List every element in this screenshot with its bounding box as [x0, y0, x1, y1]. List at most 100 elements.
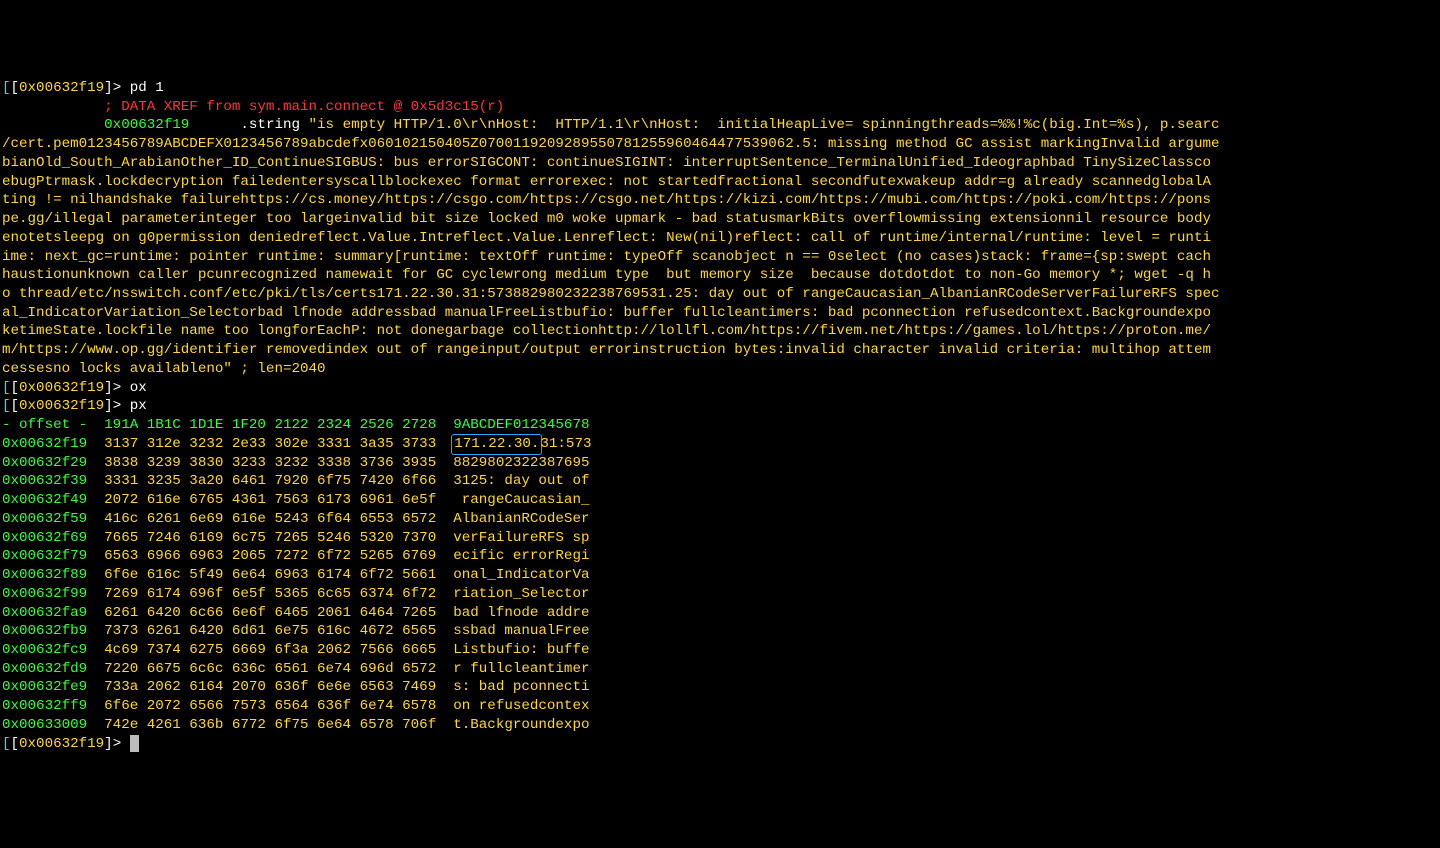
pd-string-text: pe.gg/illegal parameterinteger too large…	[2, 211, 1211, 227]
hex-bytes: 6563 6966 6963 2065 7272 6f72 5265 6769	[87, 548, 436, 564]
hex-bytes: 416c 6261 6e69 616e 5243 6f64 6553 6572	[87, 511, 436, 527]
ip-highlight: 171.22.30.	[451, 434, 542, 455]
hex-offset: 0x00633009	[2, 717, 87, 733]
hex-offset: 0x00632f69	[2, 530, 87, 546]
bracket-close-inner: ]	[104, 398, 113, 414]
bracket-open: [	[2, 380, 11, 396]
pd-addr: 0x00632f19	[104, 117, 189, 133]
xref-comment: ; DATA XREF from sym.main.connect @ 0x5d…	[104, 99, 504, 115]
hex-col-header: 191A 1B1C 1D1E 1F20 2122 2324 2526 2728	[87, 417, 436, 433]
hex-bytes: 7220 6675 6c6c 636c 6561 6e74 696d 6572	[87, 661, 436, 677]
hex-bytes: 2072 616e 6765 4361 7563 6173 6961 6e5f	[87, 492, 436, 508]
hex-ascii: s: bad pconnecti	[436, 679, 589, 695]
hex-row: 0x00632f29 3838 3239 3830 3233 3232 3338…	[2, 454, 1440, 473]
pd-string-text: /cert.pem0123456789ABCDEFX0123456789abcd…	[2, 136, 1220, 152]
hex-ascii-header-right: 345678	[538, 417, 589, 433]
pd-string-cont: haustionunknown caller pcunrecognized na…	[2, 266, 1440, 285]
hex-ascii: on refusedcontex	[436, 698, 589, 714]
hex-ascii: verFailureRFS sp	[436, 530, 589, 546]
hex-row: 0x00633009 742e 4261 636b 6772 6f75 6e64…	[2, 716, 1440, 735]
hex-row: 0x00632f49 2072 616e 6765 4361 7563 6173…	[2, 491, 1440, 510]
terminal-output: [[0x00632f19]> pd 1 ; DATA XREF from sym…	[2, 79, 1440, 753]
hex-bytes: 7373 6261 6420 6d61 6e75 616c 4672 6565	[87, 623, 436, 639]
hex-bytes: 6f6e 616c 5f49 6e64 6963 6174 6f72 5661	[87, 567, 436, 583]
cmd-px[interactable]: px	[130, 398, 147, 414]
prompt-line: [[0x00632f19]> ox	[2, 379, 1440, 398]
pd-string-cont: o thread/etc/nsswitch.conf/etc/pki/tls/c…	[2, 285, 1440, 304]
bracket-open-inner: [	[11, 398, 20, 414]
hex-row: 0x00632f39 3331 3235 3a20 6461 7920 6f75…	[2, 472, 1440, 491]
pd-string-text: ebugPtrmask.lockdecryption failedentersy…	[2, 174, 1211, 190]
hex-bytes: 733a 2062 6164 2070 636f 6e6e 6563 7469	[87, 679, 436, 695]
hex-ascii: ssbad manualFree	[436, 623, 589, 639]
cursor[interactable]	[130, 735, 139, 752]
hex-ascii: ecific errorRegi	[436, 548, 589, 564]
hex-ascii: AlbanianRCodeSer	[436, 511, 589, 527]
prompt-addr: 0x00632f19	[19, 736, 104, 752]
pd-string-text: enotetsleepg on g0permission deniedrefle…	[2, 230, 1211, 246]
hex-offset: 0x00632f49	[2, 492, 87, 508]
hex-row: 0x00632f19 3137 312e 3232 2e33 302e 3331…	[2, 435, 1440, 454]
pd-string-cont: al_IndicatorVariation_Selectorbad lfnode…	[2, 304, 1440, 323]
pd-string-text: haustionunknown caller pcunrecognized na…	[2, 267, 1211, 283]
pd-string-text: ime: next_gc=runtime: pointer runtime: s…	[2, 249, 1211, 265]
hex-offset: 0x00632f59	[2, 511, 87, 527]
hex-row: 0x00632fb9 7373 6261 6420 6d61 6e75 616c…	[2, 622, 1440, 641]
gap	[189, 117, 240, 133]
pd-string-text: o thread/etc/nsswitch.conf/etc/pki/tls/c…	[2, 286, 1220, 302]
pd-string-text: ting != nilhandshake failurehttps://cs.m…	[2, 192, 1211, 208]
hex-offset: 0x00632f29	[2, 455, 87, 471]
bracket-close-inner: ]	[104, 380, 113, 396]
hex-row: 0x00632fe9 733a 2062 6164 2070 636f 6e6e…	[2, 678, 1440, 697]
pd-string-text: ketimeState.lockfile name too longforEac…	[2, 323, 1211, 339]
bracket-open-inner: [	[11, 380, 20, 396]
hex-bytes: 3137 312e 3232 2e33 302e 3331 3a35 3733	[87, 436, 436, 452]
hex-ascii: rangeCaucasian_	[436, 492, 589, 508]
hex-offset: 0x00632fc9	[2, 642, 87, 658]
prompt-line: [[0x00632f19]> px	[2, 397, 1440, 416]
pd-string-cont: /cert.pem0123456789ABCDEFX0123456789abcd…	[2, 135, 1440, 154]
hex-ascii-header-left: 9ABCDEF012	[436, 417, 538, 433]
hex-offset: 0x00632f99	[2, 586, 87, 602]
bracket-close-inner: ]	[104, 80, 113, 96]
bracket-open-inner: [	[11, 80, 20, 96]
xref-line: ; DATA XREF from sym.main.connect @ 0x5d…	[2, 98, 1440, 117]
pd-string-cont: m/https://www.op.gg/identifier removedin…	[2, 341, 1440, 360]
bracket-close-inner: ]	[104, 736, 113, 752]
prompt-arrow: >	[113, 736, 130, 752]
pd-string-cont: enotetsleepg on g0permission deniedrefle…	[2, 229, 1440, 248]
hex-row: 0x00632fc9 4c69 7374 6275 6669 6f3a 2062…	[2, 641, 1440, 660]
hex-row: 0x00632f89 6f6e 616c 5f49 6e64 6963 6174…	[2, 566, 1440, 585]
hex-ascii: r fullcleantimer	[436, 661, 589, 677]
hex-header: - offset - 191A 1B1C 1D1E 1F20 2122 2324…	[2, 416, 1440, 435]
hex-ascii: riation_Selector	[436, 586, 589, 602]
hex-bytes: 742e 4261 636b 6772 6f75 6e64 6578 706f	[87, 717, 436, 733]
hex-offset: 0x00632f39	[2, 473, 87, 489]
hex-bytes: 7665 7246 6169 6c75 7265 5246 5320 7370	[87, 530, 436, 546]
hex-ascii: 31:573	[540, 436, 591, 452]
hex-bytes: 3331 3235 3a20 6461 7920 6f75 7420 6f66	[87, 473, 436, 489]
hex-ascii: t.Backgroundexpo	[436, 717, 589, 733]
pd-string-text: bianOld_South_ArabianOther_ID_ContinueSI…	[2, 155, 1211, 171]
pd-string-cont: pe.gg/illegal parameterinteger too large…	[2, 210, 1440, 229]
pd-string-cont: cessesno locks availableno" ; len=2040	[2, 360, 1440, 379]
hex-row: 0x00632fd9 7220 6675 6c6c 636c 6561 6e74…	[2, 660, 1440, 679]
hex-bytes: 7269 6174 696f 6e5f 5365 6c65 6374 6f72	[87, 586, 436, 602]
hex-offset: 0x00632fa9	[2, 605, 87, 621]
indent	[2, 99, 104, 115]
prompt-addr: 0x00632f19	[19, 80, 104, 96]
cmd-pd[interactable]: pd 1	[130, 80, 164, 96]
hex-offset: 0x00632f19	[2, 436, 87, 452]
prompt-arrow: >	[113, 398, 130, 414]
pd-string-text: "is empty HTTP/1.0\r\nHost: HTTP/1.1\r\n…	[309, 117, 1220, 133]
pd-string-text: al_IndicatorVariation_Selectorbad lfnode…	[2, 305, 1211, 321]
pd-string-cont: ketimeState.lockfile name too longforEac…	[2, 322, 1440, 341]
prompt-line: [[0x00632f19]>	[2, 735, 1440, 754]
prompt-addr: 0x00632f19	[19, 398, 104, 414]
hex-bytes: 3838 3239 3830 3233 3232 3338 3736 3935	[87, 455, 436, 471]
hex-offset: 0x00632f79	[2, 548, 87, 564]
hex-offset-label: - offset -	[2, 417, 87, 433]
prompt-arrow: >	[113, 80, 130, 96]
bracket-open: [	[2, 398, 11, 414]
cmd-ox[interactable]: ox	[130, 380, 147, 396]
